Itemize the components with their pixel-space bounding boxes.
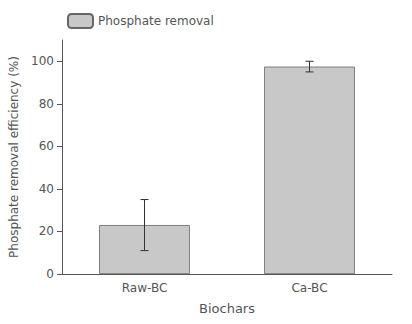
svg-text:Raw-BC: Raw-BC <box>122 281 168 295</box>
svg-text:80: 80 <box>39 97 54 111</box>
svg-text:Biochars: Biochars <box>199 301 255 316</box>
svg-text:0: 0 <box>46 267 54 281</box>
svg-text:20: 20 <box>39 224 54 238</box>
svg-text:Phosphate removal efficiency (: Phosphate removal efficiency (%) <box>7 56 21 258</box>
svg-text:100: 100 <box>31 54 54 68</box>
svg-text:Phosphate removal: Phosphate removal <box>98 14 214 28</box>
svg-text:40: 40 <box>39 182 54 196</box>
svg-text:60: 60 <box>39 139 54 153</box>
svg-text:Ca-BC: Ca-BC <box>291 281 327 295</box>
